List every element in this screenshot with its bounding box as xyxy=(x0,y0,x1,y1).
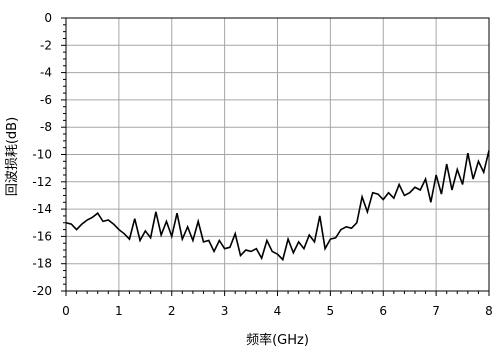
x-tick-label: 6 xyxy=(379,304,387,318)
x-tick-label: 3 xyxy=(221,304,229,318)
y-tick-label: -6 xyxy=(40,93,52,107)
y-tick-label: -18 xyxy=(32,257,52,271)
x-tick-label: 0 xyxy=(62,304,70,318)
x-tick-label: 4 xyxy=(274,304,282,318)
x-tick-label: 2 xyxy=(168,304,176,318)
x-axis-title: 频率(GHz) xyxy=(246,332,309,348)
y-tick-label: -8 xyxy=(40,120,52,134)
y-tick-labels: 0 -2 -4 -6 -8 -10 -12 -14 -16 -18 -20 xyxy=(32,11,66,298)
y-tick-label: 0 xyxy=(44,11,52,25)
y-tick-label: -20 xyxy=(32,284,52,298)
y-tick-label: -12 xyxy=(32,175,52,189)
x-tick-label: 8 xyxy=(485,304,493,318)
x-tick-label: 1 xyxy=(115,304,123,318)
y-tick-label: -4 xyxy=(40,66,52,80)
series-layer xyxy=(65,150,490,262)
series-line xyxy=(65,150,490,262)
x-tick-labels: 0 1 2 3 4 5 6 7 8 xyxy=(62,291,493,318)
plot-frame xyxy=(65,17,490,292)
y-tick-label: -2 xyxy=(40,38,52,52)
x-tick-label: 7 xyxy=(432,304,440,318)
y-tick-label: -16 xyxy=(32,229,52,243)
x-tick-label: 5 xyxy=(327,304,335,318)
y-tick-label: -10 xyxy=(32,148,52,162)
y-axis-title: 回波损耗(dB) xyxy=(5,117,20,196)
y-tick-label: -14 xyxy=(32,202,52,216)
